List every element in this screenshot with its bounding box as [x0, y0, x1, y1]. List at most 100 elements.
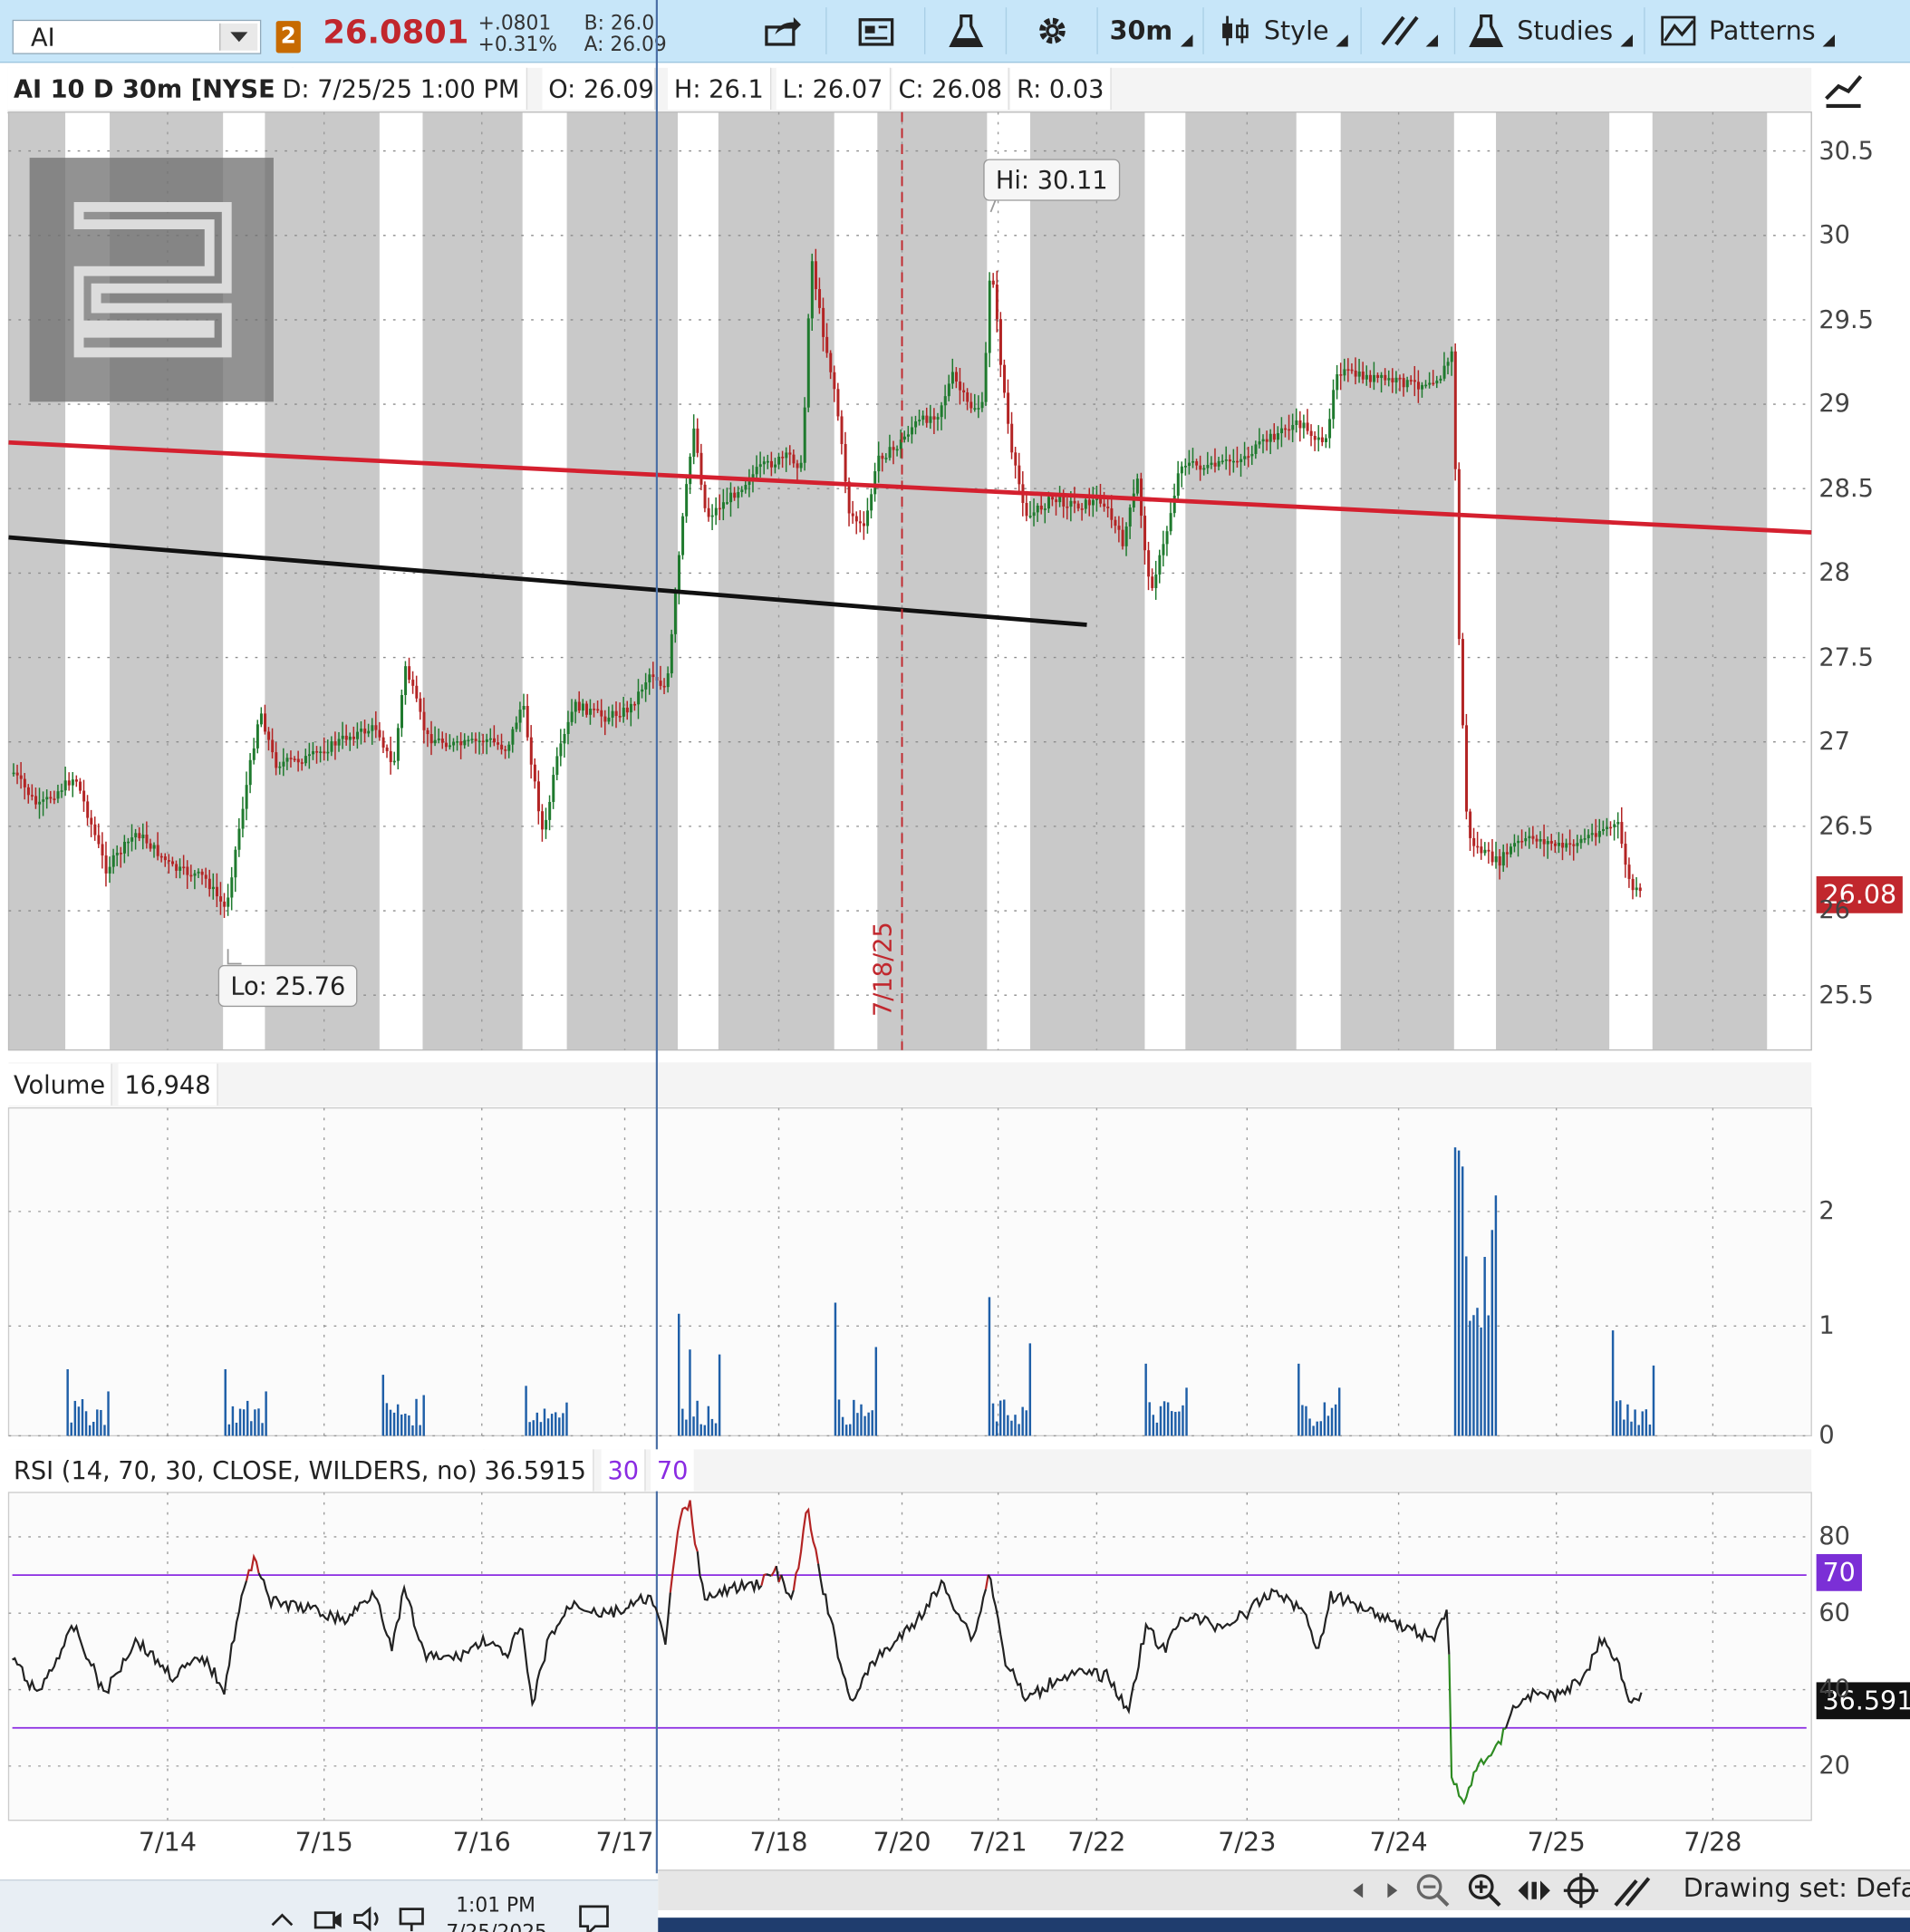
drawings-button[interactable]: [1363, 7, 1456, 54]
price-bar-body: [237, 828, 241, 850]
drawing-set-label[interactable]: Drawing set: Defau: [1683, 1873, 1910, 1903]
price-bar-body: [278, 766, 282, 768]
scroll-left-icon[interactable]: [1348, 1880, 1368, 1900]
volume-bar: [1623, 1419, 1625, 1436]
price-bar-body: [227, 897, 230, 907]
settings-button[interactable]: [1008, 7, 1098, 54]
price-panel-background: [8, 111, 1812, 1050]
volume-bar: [1171, 1411, 1173, 1436]
price-bar-body: [844, 444, 847, 482]
price-bar-body: [1432, 382, 1435, 385]
price-bar-body: [404, 666, 408, 696]
symbol-dropdown-button[interactable]: [219, 23, 258, 51]
price-bar-body: [467, 739, 470, 742]
share-button[interactable]: [739, 7, 827, 54]
volume-bar: [1611, 1330, 1615, 1436]
price-bar-body: [932, 416, 936, 420]
price-axis-tick: 29: [1818, 388, 1850, 419]
price-bar-body: [1469, 811, 1472, 838]
price-bar-body: [940, 405, 943, 418]
price-bar-body: [1424, 384, 1428, 387]
price-axis-tick: 26.5: [1818, 810, 1874, 840]
flask-button[interactable]: [927, 7, 1008, 54]
price-bar-body: [34, 796, 38, 805]
news-button[interactable]: [828, 7, 926, 54]
price-bar-body: [478, 740, 481, 743]
chart-canvas[interactable]: [0, 0, 1910, 1874]
corner-arrow-icon: [1822, 34, 1836, 47]
speaker-icon[interactable]: [352, 1906, 384, 1932]
price-bar-body: [90, 817, 93, 825]
price-bar-body: [766, 460, 769, 463]
price-bar-body: [1387, 378, 1391, 381]
price-bar-body: [38, 801, 42, 805]
price-bar-body: [241, 808, 245, 829]
session-band: [1767, 111, 1812, 1050]
zoom-out-icon[interactable]: [1414, 1872, 1452, 1909]
ask-value: A: 26.09: [584, 32, 667, 54]
price-bar-body: [641, 689, 644, 692]
price-bar-body: [63, 780, 67, 791]
price-bar-body: [1220, 460, 1224, 463]
price-bar-body: [748, 481, 751, 486]
price-bar-body: [1587, 835, 1590, 839]
timeframe-button[interactable]: 30m: [1099, 7, 1204, 54]
price-bar-body: [1236, 460, 1240, 463]
volume-bar: [1021, 1406, 1024, 1436]
volume-bar: [550, 1414, 554, 1436]
notifications-icon[interactable]: [576, 1903, 611, 1932]
style-button[interactable]: Style: [1205, 7, 1362, 54]
price-bar-body: [45, 797, 49, 800]
net-change: +.0801 +0.31%: [478, 13, 557, 54]
patterns-button[interactable]: Patterns: [1646, 7, 1848, 54]
volume-bar: [998, 1400, 1002, 1436]
drawing-tools-icon[interactable]: [1612, 1872, 1654, 1909]
price-bar-body: [1084, 499, 1087, 509]
studies-button[interactable]: Studies: [1457, 7, 1645, 54]
price-bar-body: [1365, 374, 1368, 380]
price-bar-body: [581, 703, 584, 711]
network-icon[interactable]: [397, 1906, 429, 1932]
volume-bar: [535, 1412, 539, 1436]
corner-arrow-icon: [1425, 34, 1439, 47]
price-bar-body: [119, 853, 122, 855]
price-bar-body: [1480, 846, 1483, 854]
price-bar-body: [718, 507, 721, 510]
volume-bar: [710, 1418, 714, 1436]
volume-bar: [841, 1416, 844, 1436]
chart-expand-icon[interactable]: [1821, 69, 1866, 113]
x-axis-date: 7/17: [595, 1827, 654, 1858]
price-bar-body: [1561, 843, 1565, 848]
price-bar-body: [267, 731, 271, 740]
symbol-input[interactable]: AI: [12, 19, 262, 54]
volume-panel-background: [7, 1106, 1812, 1437]
price-bar-body: [1143, 516, 1147, 551]
scroll-right-icon[interactable]: [1383, 1880, 1403, 1900]
x-axis-date: 7/25: [1527, 1827, 1586, 1858]
corner-arrow-icon: [1620, 34, 1633, 47]
chart-toolbar: AI 2 26.0801 +.0801 +0.31% B: 26.0 A: 26…: [0, 0, 1910, 63]
zoom-in-icon[interactable]: [1466, 1872, 1503, 1909]
price-bar-body: [625, 707, 629, 713]
volume-bar: [565, 1402, 568, 1436]
link-group-badge[interactable]: 2: [275, 21, 301, 53]
price-bar-body: [737, 492, 740, 498]
price-bar-body: [474, 739, 478, 741]
price-bar-body: [1461, 639, 1464, 726]
volume-bar: [1148, 1402, 1151, 1436]
x-axis-date: 7/20: [873, 1827, 931, 1858]
crosshair-icon[interactable]: [1562, 1872, 1599, 1909]
price-bar-body: [1069, 500, 1073, 507]
price-bar-body: [1565, 843, 1568, 848]
price-bar-body: [733, 492, 737, 498]
chart-bottom-bar: Drawing set: Defau: [658, 1869, 1910, 1910]
clock-date[interactable]: 7/25/2025: [446, 1919, 547, 1932]
price-bar-body: [629, 703, 632, 713]
price-bar-body: [681, 516, 685, 555]
chevron-up-icon[interactable]: [268, 1908, 295, 1932]
price-bar-body: [1597, 831, 1601, 837]
fit-width-icon[interactable]: [1516, 1872, 1553, 1909]
clock-time[interactable]: 1:01 PM: [456, 1892, 535, 1917]
price-bar-body: [673, 593, 677, 634]
volume-bar: [1652, 1365, 1655, 1436]
